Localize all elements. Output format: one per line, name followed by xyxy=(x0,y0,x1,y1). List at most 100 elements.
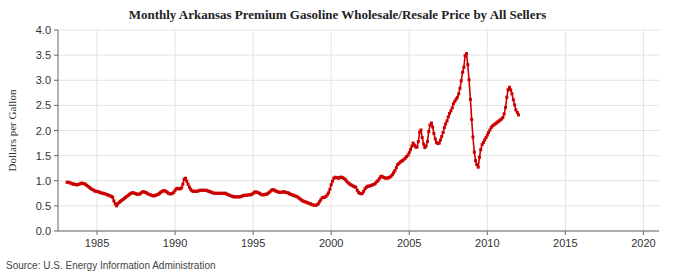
grid-line xyxy=(253,30,254,231)
marker xyxy=(330,183,333,186)
marker xyxy=(181,183,184,186)
marker xyxy=(471,136,474,139)
marker xyxy=(503,112,506,115)
grid-line xyxy=(58,80,659,81)
x-tick-label: 1995 xyxy=(241,237,265,249)
marker xyxy=(477,166,480,169)
grid-line xyxy=(58,180,659,181)
marker xyxy=(505,96,508,99)
x-tick-label: 2020 xyxy=(631,237,655,249)
marker xyxy=(419,128,422,131)
x-tick-label: 2000 xyxy=(319,237,343,249)
marker xyxy=(460,79,463,82)
grid-line xyxy=(58,155,659,156)
marker xyxy=(417,140,420,143)
marker xyxy=(331,180,334,183)
marker xyxy=(444,122,447,125)
marker xyxy=(451,106,454,109)
x-tick xyxy=(97,231,98,235)
marker xyxy=(111,196,114,199)
marker xyxy=(470,118,473,121)
x-tick xyxy=(175,231,176,235)
marker xyxy=(354,186,357,189)
x-tick-label: 2005 xyxy=(397,237,421,249)
y-tick xyxy=(54,205,58,206)
marker xyxy=(468,78,471,81)
y-tick-label: 3.5 xyxy=(36,49,51,61)
marker xyxy=(393,169,396,172)
marker xyxy=(395,166,398,169)
marker xyxy=(504,106,507,109)
marker xyxy=(430,121,433,124)
marker xyxy=(409,148,412,151)
axes: 0.00.51.01.52.02.53.03.54.01985199019952… xyxy=(36,24,659,249)
marker xyxy=(442,131,445,134)
title: Monthly Arkansas Premium Gasoline Wholes… xyxy=(129,7,547,22)
marker xyxy=(458,87,461,90)
y-tick xyxy=(54,80,58,81)
grid-line xyxy=(58,231,659,232)
marker xyxy=(447,115,450,118)
y-tick-label: 3.0 xyxy=(36,74,51,86)
marker xyxy=(187,183,190,186)
marker xyxy=(184,177,187,180)
grid-line xyxy=(643,30,644,231)
marker xyxy=(432,132,435,135)
grid-line xyxy=(58,205,659,206)
marker xyxy=(469,98,472,101)
grid-line xyxy=(58,105,659,106)
y-tick xyxy=(54,30,58,31)
marker xyxy=(461,71,464,74)
x-axis-line xyxy=(58,231,659,232)
marker xyxy=(517,113,520,116)
grid-line xyxy=(409,30,410,231)
marker xyxy=(421,136,424,139)
grid xyxy=(58,30,659,231)
y-tick xyxy=(54,155,58,156)
grid-line xyxy=(58,55,659,56)
marker xyxy=(434,138,437,141)
y-tick-label: 2.5 xyxy=(36,99,51,111)
x-tick xyxy=(331,231,332,235)
chart: 0.00.51.01.52.02.53.03.54.01985199019952… xyxy=(0,0,675,275)
x-tick xyxy=(643,231,644,235)
marker xyxy=(512,98,515,101)
y-tick-label: 2.0 xyxy=(36,125,51,137)
marker xyxy=(416,146,419,149)
y-axis-label: Dollars per Gallon xyxy=(6,89,18,171)
marker xyxy=(425,145,428,148)
grid-line xyxy=(487,30,488,231)
y-tick xyxy=(54,130,58,131)
x-tick-label: 1985 xyxy=(85,237,109,249)
marker xyxy=(426,140,429,143)
grid-line xyxy=(331,30,332,231)
line xyxy=(67,54,518,206)
marker xyxy=(465,52,468,55)
marker xyxy=(427,130,430,133)
x-tick xyxy=(409,231,410,235)
grid-line xyxy=(175,30,176,231)
marker xyxy=(180,186,183,189)
marker xyxy=(112,199,115,202)
grid-line xyxy=(58,30,659,31)
marker xyxy=(446,119,449,122)
marker xyxy=(185,180,188,183)
series xyxy=(66,52,520,207)
marker xyxy=(440,135,443,138)
y-tick-label: 0.0 xyxy=(36,225,51,237)
marker xyxy=(474,159,477,162)
y-tick xyxy=(54,231,58,232)
y-tick-label: 1.0 xyxy=(36,175,51,187)
marker xyxy=(431,125,434,128)
x-tick xyxy=(253,231,254,235)
marker xyxy=(513,103,516,106)
y-tick-label: 1.5 xyxy=(36,150,51,162)
grid-line xyxy=(97,30,98,231)
x-tick-label: 2015 xyxy=(553,237,577,249)
marker xyxy=(457,92,460,95)
y-tick xyxy=(54,105,58,106)
y-tick xyxy=(54,55,58,56)
marker xyxy=(456,96,459,99)
y-tick-label: 0.5 xyxy=(36,200,51,212)
marker xyxy=(328,188,331,191)
